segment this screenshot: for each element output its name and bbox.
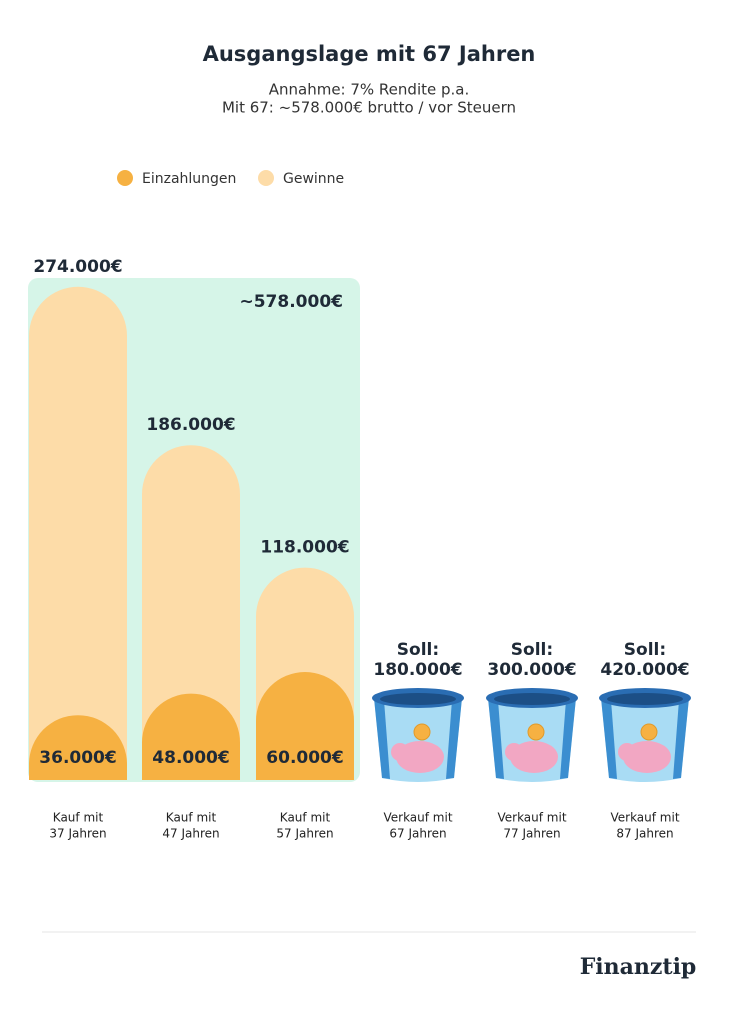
- bucket-side: [446, 698, 462, 779]
- x-tick-label: Kauf mit: [166, 811, 217, 825]
- x-tick-label: 57 Jahren: [276, 827, 333, 841]
- x-tick-label: Verkauf mit: [383, 811, 452, 825]
- total-label: 274.000€: [33, 257, 122, 277]
- target-label: 420.000€: [600, 660, 689, 680]
- data-label: 60.000€: [266, 748, 343, 768]
- target-prefix: Soll:: [511, 640, 553, 660]
- x-tick-label: 67 Jahren: [389, 827, 446, 841]
- x-tick-label: 87 Jahren: [616, 827, 673, 841]
- target-prefix: Soll:: [397, 640, 439, 660]
- target-prefix: Soll:: [624, 640, 666, 660]
- subtitle: Annahme: 7% Rendite p.a.: [269, 81, 470, 99]
- piggy-head: [618, 743, 636, 761]
- brand: Finanztip: [580, 954, 697, 980]
- bar-segment: [142, 693, 240, 780]
- x-tick-label: Kauf mit: [280, 811, 331, 825]
- bucket: [372, 688, 464, 782]
- target-label: 300.000€: [487, 660, 576, 680]
- bucket-side: [673, 698, 689, 779]
- bar-segment: [29, 715, 127, 780]
- bar-segment: [256, 672, 354, 780]
- bucket-side: [374, 698, 390, 779]
- bar-segment: [29, 286, 127, 765]
- total-label: 118.000€: [260, 538, 349, 558]
- subtitle: Mit 67: ~578.000€ brutto / vor Steuern: [222, 99, 516, 117]
- x-tick-label: 37 Jahren: [49, 827, 106, 841]
- x-tick-label: Verkauf mit: [610, 811, 679, 825]
- bucket: [486, 688, 578, 782]
- legend-swatch: [258, 170, 274, 186]
- bucket: [599, 688, 691, 782]
- bucket-side: [601, 698, 617, 779]
- highlight-label: ~578.000€: [239, 292, 343, 312]
- total-label: 186.000€: [146, 415, 235, 435]
- legend-label: Gewinne: [283, 171, 344, 187]
- legend-label: Einzahlungen: [142, 171, 236, 187]
- bucket-side: [488, 698, 504, 779]
- coin: [527, 723, 545, 741]
- bucket-inner: [494, 693, 570, 705]
- coin: [413, 723, 431, 741]
- bar-segment: [142, 445, 240, 743]
- piggy-head: [505, 743, 523, 761]
- data-label: 36.000€: [39, 748, 116, 768]
- coin: [640, 723, 658, 741]
- legend-swatch: [117, 170, 133, 186]
- bucket-inner: [607, 693, 683, 705]
- x-tick-label: Verkauf mit: [497, 811, 566, 825]
- piggy-head: [391, 743, 409, 761]
- x-tick-label: 47 Jahren: [162, 827, 219, 841]
- x-tick-label: 77 Jahren: [503, 827, 560, 841]
- bucket-side: [560, 698, 576, 779]
- target-label: 180.000€: [373, 660, 462, 680]
- data-label: 48.000€: [152, 748, 229, 768]
- chart-title: Ausgangslage mit 67 Jahren: [203, 42, 536, 66]
- bucket-inner: [380, 693, 456, 705]
- x-tick-label: Kauf mit: [53, 811, 104, 825]
